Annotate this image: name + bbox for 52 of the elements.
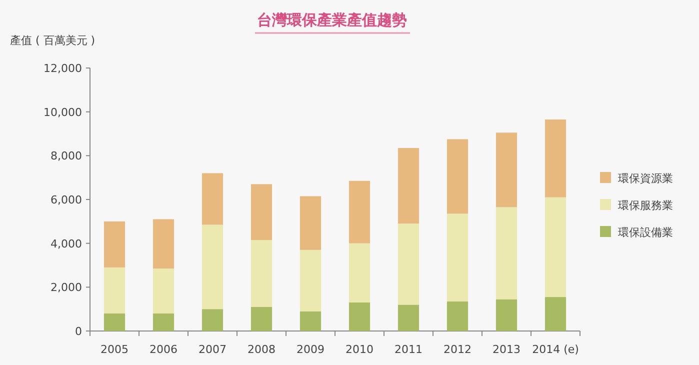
- legend-label: 環保資源業: [618, 172, 673, 185]
- bar: [202, 309, 224, 331]
- bar: [104, 267, 126, 314]
- bar: [202, 224, 224, 310]
- bar: [202, 173, 224, 225]
- y-tick-label: 0: [75, 325, 82, 338]
- bar: [446, 301, 468, 331]
- bar: [496, 299, 518, 331]
- bar: [348, 243, 370, 303]
- y-tick-label: 2,000: [50, 281, 82, 294]
- x-tick-label: 2014 (e): [532, 343, 579, 356]
- bar: [104, 313, 126, 331]
- x-tick-label: 2011: [394, 343, 422, 356]
- bar: [544, 120, 566, 198]
- legend-label: 環保設備業: [618, 226, 673, 239]
- x-tick-label: 2006: [150, 343, 178, 356]
- bar: [104, 221, 126, 268]
- y-tick-label: 12,000: [44, 62, 82, 75]
- x-tick-label: 2008: [248, 343, 276, 356]
- bar: [398, 148, 420, 224]
- bar: [152, 219, 174, 269]
- bar: [398, 224, 420, 305]
- x-tick-label: 2005: [100, 343, 128, 356]
- bar: [544, 197, 566, 298]
- y-tick-label: 4,000: [50, 237, 82, 250]
- legend-label: 環保服務業: [618, 199, 673, 212]
- y-axis-title: 產值 ( 百萬美元 ): [10, 34, 96, 47]
- bar: [250, 240, 272, 307]
- bar: [348, 180, 370, 244]
- bar: [348, 302, 370, 331]
- bar: [446, 139, 468, 214]
- bar: [152, 268, 174, 314]
- x-tick-label: 2010: [346, 343, 374, 356]
- bar: [250, 306, 272, 331]
- bar: [250, 184, 272, 240]
- bar: [300, 311, 322, 331]
- bar: [496, 132, 518, 208]
- x-tick-label: 2007: [198, 343, 226, 356]
- bar: [398, 304, 420, 331]
- bar: [300, 250, 322, 312]
- x-tick-label: 2012: [444, 343, 472, 356]
- y-tick-label: 10,000: [44, 106, 82, 119]
- bar: [152, 313, 174, 331]
- bar: [446, 214, 468, 302]
- bar: [300, 196, 322, 250]
- bar: [496, 207, 518, 300]
- x-tick-label: 2009: [296, 343, 324, 356]
- chart-title: 台灣環保產業產值趨勢: [257, 11, 407, 29]
- y-tick-label: 6,000: [50, 194, 82, 206]
- bar: [544, 297, 566, 331]
- x-tick-label: 2013: [492, 343, 520, 356]
- y-tick-label: 8,000: [50, 150, 82, 163]
